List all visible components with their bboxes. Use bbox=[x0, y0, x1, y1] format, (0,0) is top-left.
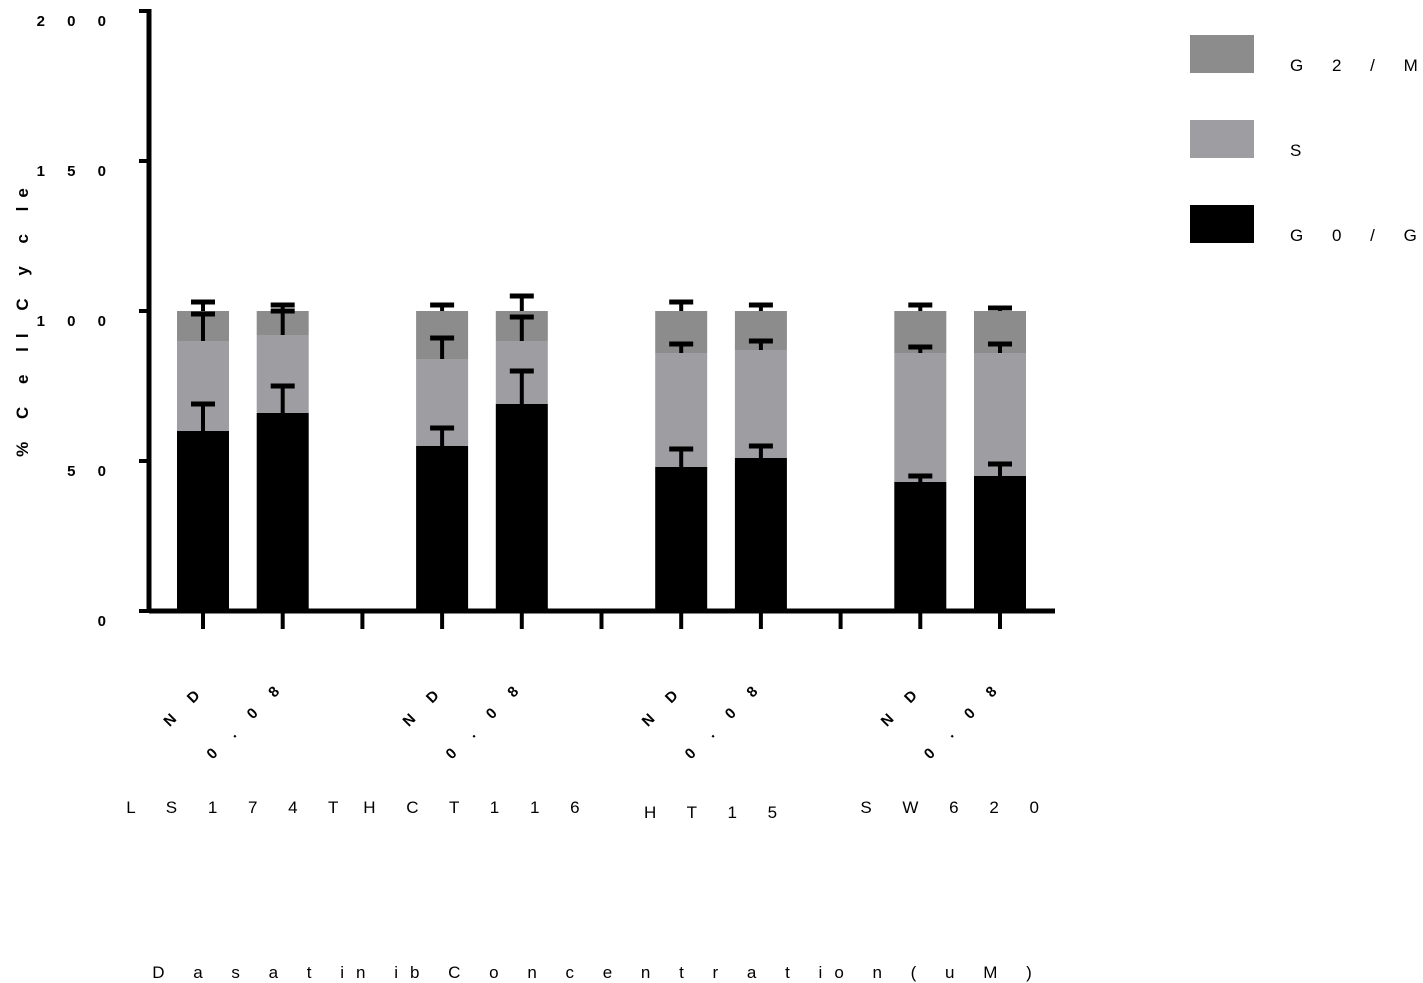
group-label-4: S W 6 2 0 bbox=[860, 798, 1052, 817]
bar-1-1 bbox=[177, 431, 229, 611]
bars-layer bbox=[177, 311, 1026, 611]
error-bars-layer bbox=[191, 293, 1012, 482]
legend-label-3: G 0 / G 1 bbox=[1290, 226, 1423, 245]
legend-label-1: G 2 / M bbox=[1290, 56, 1423, 75]
legend-label-2: S bbox=[1290, 141, 1313, 160]
group-label-2: H C T 1 1 6 bbox=[363, 798, 592, 817]
y-tick-label-0: 0 bbox=[98, 613, 115, 630]
category-label-6: 0 . 0 8 bbox=[682, 677, 768, 763]
category-label-2: 0 . 0 8 bbox=[203, 677, 289, 763]
y-tick-label-200: 2 0 0 bbox=[37, 13, 115, 30]
bar-1-3 bbox=[416, 446, 469, 611]
y-tick-label-50: 5 0 bbox=[67, 463, 115, 480]
y-tick-label-100: 1 0 0 bbox=[37, 313, 115, 330]
y-axis-label: % C e ll C y c le bbox=[13, 179, 32, 457]
bar-2-7 bbox=[894, 353, 947, 482]
bar-2-6 bbox=[734, 350, 787, 458]
y-tick-label-150: 1 5 0 bbox=[37, 163, 115, 180]
legend-swatch-2 bbox=[1190, 120, 1254, 158]
legend: G 2 / M S G 0 / G 1 bbox=[1190, 35, 1423, 245]
category-label-5: N D bbox=[639, 681, 688, 730]
bar-1-6 bbox=[734, 458, 787, 611]
bar-2-8 bbox=[974, 353, 1026, 476]
category-label-7: N D bbox=[878, 681, 927, 730]
category-label-4: 0 . 0 8 bbox=[443, 677, 529, 763]
legend-swatch-1 bbox=[1190, 35, 1254, 73]
legend-swatch-3 bbox=[1190, 205, 1254, 243]
category-label-1: N D bbox=[160, 681, 209, 730]
bar-1-2 bbox=[256, 413, 309, 611]
bar-1-8 bbox=[974, 476, 1026, 611]
bar-1-4 bbox=[495, 404, 548, 611]
group-label-3: H T 1 5 bbox=[644, 803, 790, 822]
axes-layer bbox=[139, 9, 1055, 629]
group-label-1: L S 1 7 4 T bbox=[126, 798, 351, 817]
category-label-8: 0 . 0 8 bbox=[921, 677, 1007, 763]
bar-1-7 bbox=[894, 482, 947, 611]
bar-1-5 bbox=[655, 467, 708, 611]
x-axis-label: D a s a t in ib C o n c e n t r a t io n… bbox=[152, 963, 1044, 982]
category-label-3: N D bbox=[400, 681, 449, 730]
